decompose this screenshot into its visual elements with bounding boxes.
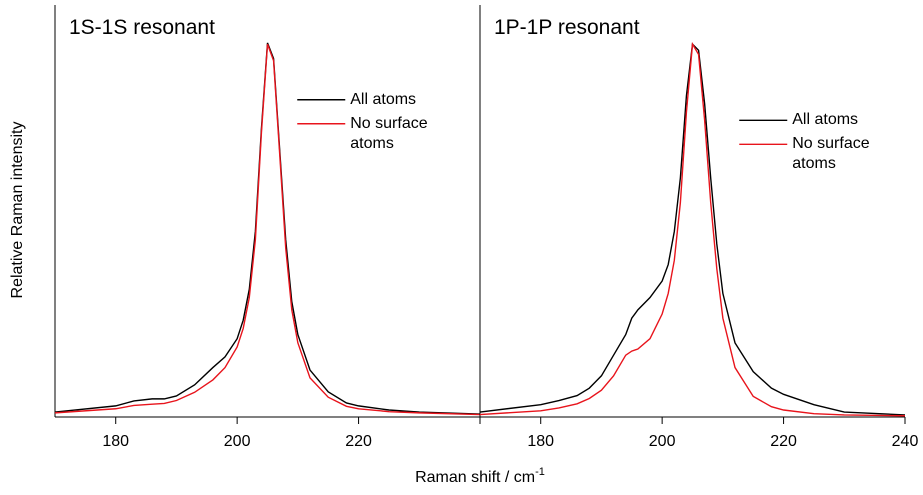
series-line bbox=[479, 42, 906, 416]
x-axis-label: Raman shift / cm-1 bbox=[415, 466, 545, 486]
legend-label: All atoms bbox=[792, 111, 859, 129]
x-tick-label: 200 bbox=[649, 433, 676, 450]
x-tick-label: 240 bbox=[892, 433, 919, 450]
x-tick-label: 180 bbox=[102, 433, 129, 450]
panel-title: 1S-1S resonant bbox=[69, 16, 215, 39]
legend-label: No surface atoms bbox=[350, 114, 428, 152]
legend-label: All atoms bbox=[350, 90, 417, 108]
series-line bbox=[479, 41, 906, 417]
x-axis-label-text: Raman shift / cm bbox=[415, 469, 535, 486]
x-tick-label: 220 bbox=[770, 433, 797, 450]
legend-label: No surface atoms bbox=[792, 135, 870, 173]
x-tick-label: 200 bbox=[224, 433, 251, 450]
panel-title: 1P-1P resonant bbox=[494, 16, 640, 39]
x-axis-label-superscript: -1 bbox=[535, 466, 545, 478]
x-tick-label: 180 bbox=[527, 433, 554, 450]
x-tick-label: 220 bbox=[345, 433, 372, 450]
y-axis-label: Relative Raman intensity bbox=[9, 122, 26, 299]
series-line bbox=[54, 43, 481, 416]
